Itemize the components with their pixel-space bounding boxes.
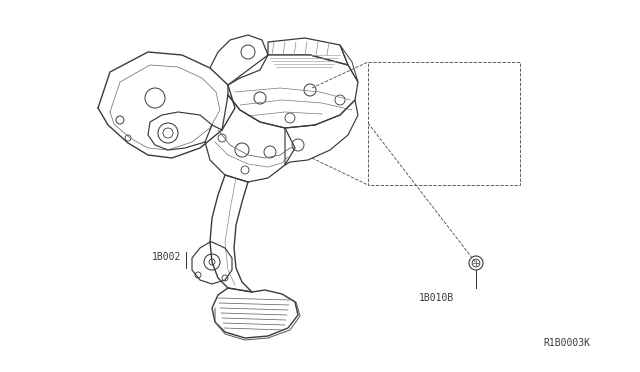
Text: 1B010B: 1B010B bbox=[419, 293, 454, 303]
Text: 1B002: 1B002 bbox=[152, 252, 182, 262]
Text: R1B0003K: R1B0003K bbox=[543, 338, 590, 348]
